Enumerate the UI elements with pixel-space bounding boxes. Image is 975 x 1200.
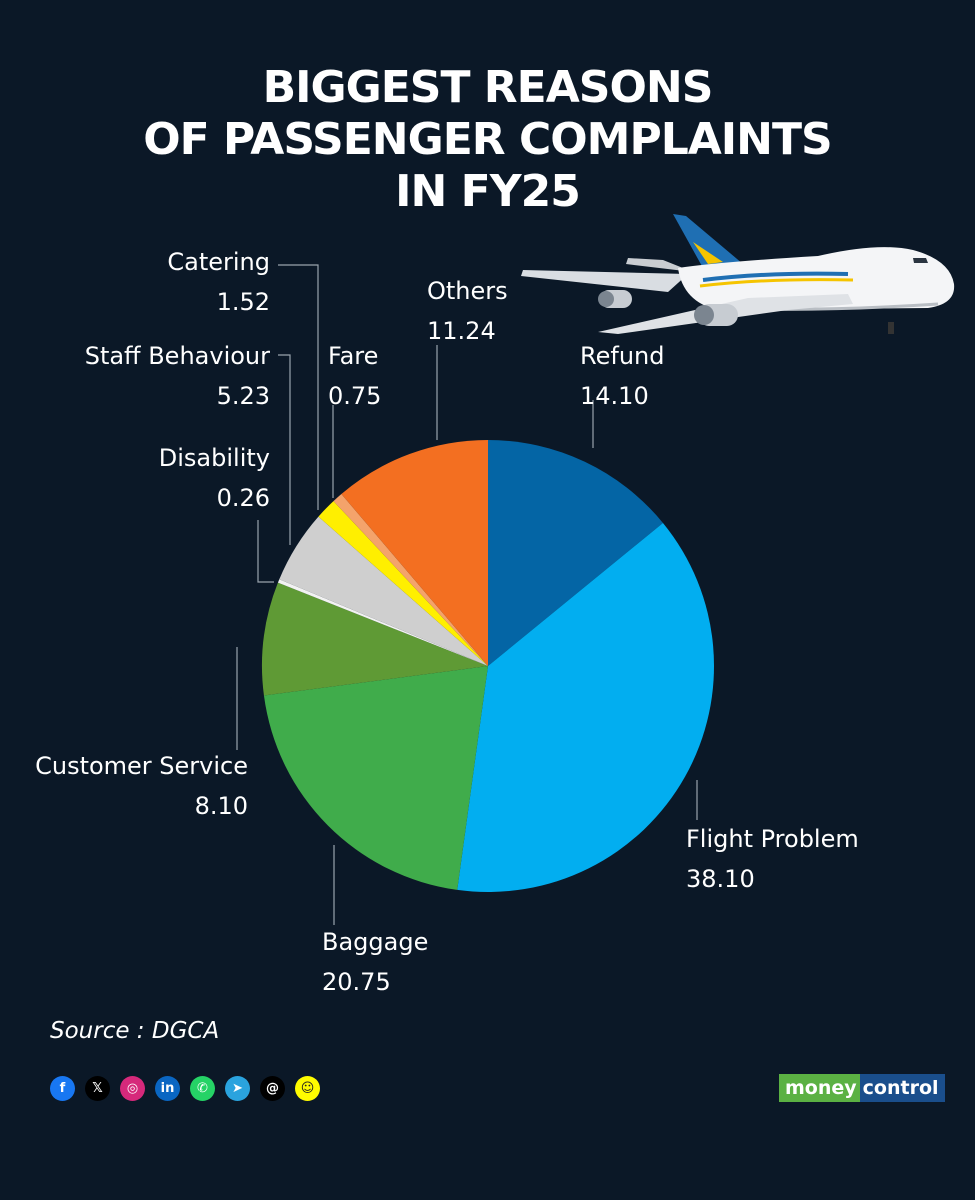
leader-line — [278, 354, 291, 545]
x-icon[interactable]: 𝕏 — [85, 1076, 110, 1101]
whatsapp-icon[interactable]: ✆ — [190, 1076, 215, 1101]
snapchat-icon[interactable]: ☺ — [295, 1076, 320, 1101]
pie-slice-others — [341, 440, 488, 666]
title-line-3: IN FY25 — [395, 166, 581, 217]
title-line-2: OF PASSENGER COMPLAINTS — [143, 114, 832, 165]
pie-slice-disability — [277, 579, 488, 666]
label-fare: Fare 0.75 — [328, 342, 382, 410]
label-refund: Refund 14.10 — [580, 342, 665, 410]
chart-title: BIGGEST REASONS OF PASSENGER COMPLAINTS … — [0, 62, 975, 218]
leader-line — [257, 520, 274, 583]
pie-slice-customer-service — [262, 582, 488, 696]
social-icons: f 𝕏 ◎ in ✆ ➤ @ ☺ — [50, 1076, 320, 1101]
label-baggage: Baggage 20.75 — [322, 928, 429, 996]
instagram-icon[interactable]: ◎ — [120, 1076, 145, 1101]
title-line-1: BIGGEST REASONS — [262, 62, 714, 113]
moneycontrol-logo: money control — [779, 1074, 945, 1102]
label-customer-service: Customer Service 8.10 — [35, 752, 248, 820]
pie-slice-fare — [333, 494, 488, 666]
facebook-icon[interactable]: f — [50, 1076, 75, 1101]
label-others: Others 11.24 — [427, 277, 508, 345]
pie-slice-flight-problem — [457, 522, 715, 893]
label-disability: Disability 0.26 — [158, 444, 270, 512]
label-flight-problem: Flight Problem 38.10 — [686, 825, 859, 893]
label-catering: Catering 1.52 — [167, 248, 270, 316]
threads-icon[interactable]: @ — [260, 1076, 285, 1101]
logo-part-2: control — [859, 1074, 945, 1102]
pie-slice-baggage — [263, 666, 488, 890]
source-note: Source : DGCA — [50, 1018, 220, 1044]
pie-slice-staff-behaviour — [279, 516, 488, 666]
airplane-image — [521, 214, 955, 334]
leader-line — [278, 264, 319, 510]
pie-slice-refund — [488, 440, 663, 666]
linkedin-icon[interactable]: in — [155, 1076, 180, 1101]
telegram-icon[interactable]: ➤ — [225, 1076, 250, 1101]
logo-part-1: money — [779, 1074, 860, 1102]
pie-slice-catering — [318, 501, 488, 666]
label-staff-behaviour: Staff Behaviour 5.23 — [84, 342, 270, 410]
